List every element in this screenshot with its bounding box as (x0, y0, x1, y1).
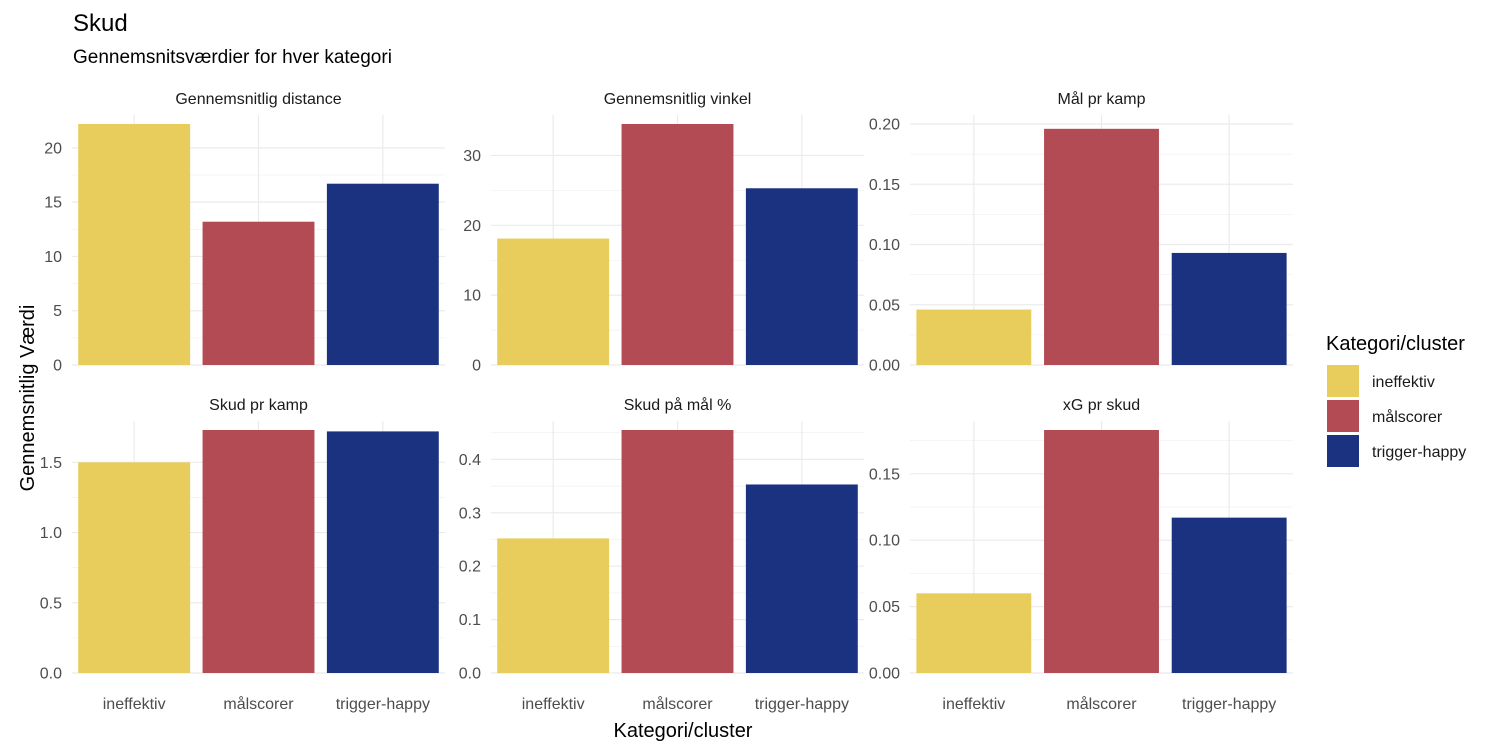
bar-ineffektiv (916, 593, 1032, 673)
bar-trigger-happy (1171, 517, 1287, 673)
y-tick-label: 0.00 (869, 666, 900, 683)
bar-målscorer (202, 221, 315, 365)
y-tick-label: 0.3 (459, 505, 481, 522)
bar-trigger-happy (745, 484, 858, 673)
y-tick-label: 5 (53, 303, 62, 320)
x-tick-label: ineffektiv (942, 696, 1005, 713)
bar-målscorer (202, 430, 315, 673)
facet-strip-label: Gennemsnitlig vinkel (604, 91, 752, 108)
bar-målscorer (1044, 128, 1159, 365)
y-tick-label: 0.10 (869, 533, 900, 550)
facet-panel: Skud på mål % 0.0 0.1 0.2 0.3 0.4 ineffektiv må… (459, 396, 864, 713)
y-tick-label: 0.20 (869, 117, 900, 134)
facet-strip-label: xG pr skud (1063, 397, 1140, 414)
y-tick-label: 0.0 (459, 666, 481, 683)
bar-ineffektiv (497, 538, 610, 673)
y-tick-label: 0.15 (869, 466, 900, 483)
facet-strip-label: Mål pr kamp (1057, 90, 1145, 108)
facet-strip-label: Gennemsnitlig distance (175, 91, 341, 108)
bar-målscorer (1044, 430, 1159, 673)
y-tick-label: 0.0 (40, 666, 62, 683)
facet-panel: Gennemsnitlig distance 0 5 10 15 20 (44, 91, 445, 375)
y-tick-label: 1.0 (40, 525, 62, 542)
x-tick-label: ineffektiv (522, 696, 585, 713)
y-tick-label: 30 (463, 148, 481, 165)
y-tick-label: 0.2 (459, 559, 481, 576)
y-tick-label: 0 (53, 358, 62, 375)
facet-panel: Gennemsnitlig vinkel 0 10 20 30 (463, 91, 864, 375)
legend-key-ineffektiv (1327, 365, 1359, 397)
x-tick-label: målscorer (642, 695, 713, 713)
y-tick-label: 0.05 (869, 599, 900, 616)
y-tick-label: 0.15 (869, 177, 900, 194)
bar-målscorer (621, 430, 734, 673)
legend-label: målscorer (1372, 408, 1443, 426)
facet-panel: Skud pr kamp 0.0 0.5 1.0 1.5 ineffektiv målsco… (40, 397, 445, 713)
y-tick-label: 0.10 (869, 237, 900, 254)
x-tick-label: ineffektiv (103, 696, 166, 713)
y-tick-label: 0.00 (869, 358, 900, 375)
legend-label: trigger-happy (1372, 444, 1466, 461)
x-tick-label: trigger-happy (755, 696, 849, 713)
x-tick-label: trigger-happy (1182, 696, 1276, 713)
y-axis-title: Gennemsnitlig Værdi (17, 305, 39, 492)
bar-ineffektiv (497, 238, 610, 365)
facet-panels: Gennemsnitlig distance05101520Gennemsnit… (40, 90, 1293, 713)
bar-ineffektiv (78, 124, 191, 365)
facet-panel: Mål pr kamp 0.00 0.05 0.10 0.15 0.20 (869, 90, 1293, 375)
y-tick-label: 20 (44, 140, 62, 157)
bar-ineffektiv (78, 462, 191, 673)
bar-målscorer (621, 124, 734, 365)
legend-label: ineffektiv (1372, 374, 1435, 391)
bar-trigger-happy (745, 188, 858, 365)
legend-key-trigger-happy (1327, 435, 1359, 467)
facet-panel: xG pr skud 0.00 0.05 0.10 0.15 ineffektiv måls… (869, 397, 1293, 713)
chart-subtitle: Gennemsnitsværdier for hver kategori (73, 47, 392, 68)
y-tick-label: 15 (44, 195, 62, 212)
bar-trigger-happy (326, 183, 439, 365)
bar-ineffektiv (916, 309, 1032, 365)
x-tick-label: trigger-happy (336, 696, 430, 713)
x-axis-title: Kategori/cluster (614, 720, 753, 742)
legend-key-målscorer (1327, 400, 1359, 432)
bar-trigger-happy (1171, 252, 1287, 365)
y-tick-label: 0.1 (459, 612, 481, 629)
y-tick-label: 20 (463, 218, 481, 235)
y-tick-label: 0 (472, 358, 481, 375)
y-tick-label: 10 (44, 249, 62, 266)
chart-title: Skud (73, 10, 128, 37)
legend: Kategori/cluster ineffektiv målscorer trig… (1326, 333, 1466, 467)
facet-strip-label: Skud pr kamp (209, 397, 308, 414)
y-tick-label: 0.4 (459, 452, 481, 469)
y-tick-label: 0.5 (40, 595, 62, 612)
y-tick-label: 0.05 (869, 297, 900, 314)
x-tick-label: målscorer (223, 695, 294, 713)
facet-strip-label: Skud på mål % (624, 396, 732, 414)
legend-title: Kategori/cluster (1326, 333, 1465, 355)
bar-trigger-happy (326, 431, 439, 673)
x-tick-label: målscorer (1066, 695, 1137, 713)
y-tick-label: 10 (463, 288, 481, 305)
y-tick-label: 1.5 (40, 455, 62, 472)
